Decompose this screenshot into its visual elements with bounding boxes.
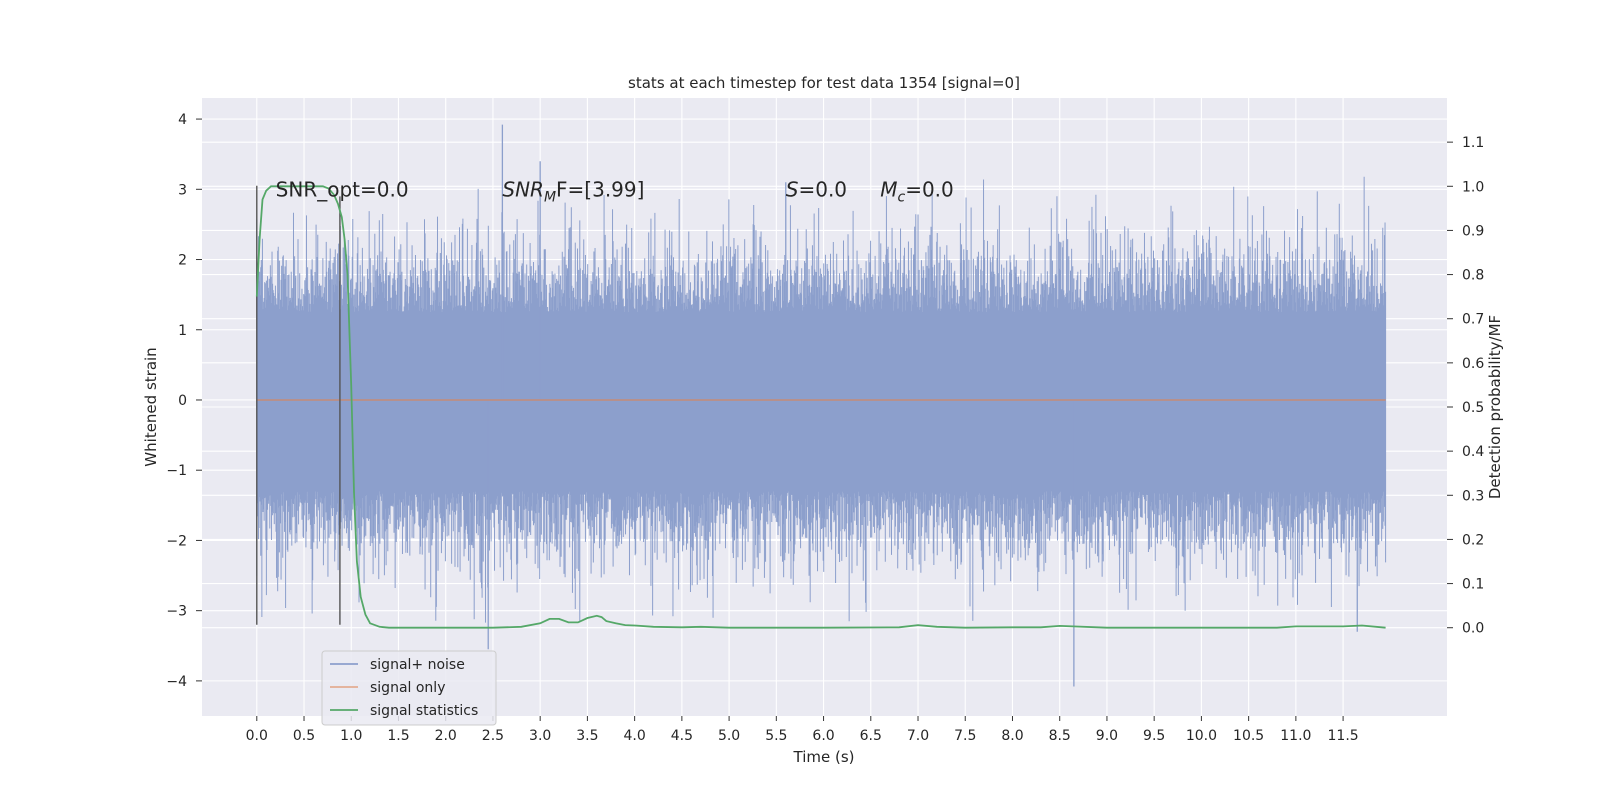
y2-tick-label: 0.4 (1462, 444, 1484, 460)
y2-tick-label: 0.9 (1462, 223, 1484, 239)
x-tick-label: 4.0 (623, 728, 645, 744)
x-tick-label: 10.0 (1186, 728, 1217, 744)
y-tick-label: 1 (178, 323, 187, 339)
x-tick-label: 8.5 (1049, 728, 1071, 744)
y-tick-label: −1 (166, 463, 187, 479)
x-tick-label: 7.0 (907, 728, 929, 744)
x-tick-label: 6.5 (860, 728, 882, 744)
y2-tick-label: 0.8 (1462, 268, 1484, 284)
signal-statistics-line (255, 185, 1386, 629)
x-tick-label: 8.0 (1001, 728, 1023, 744)
annotation-1: SNRMF=[3.99] (502, 177, 644, 205)
y2-tick-label: 0.6 (1462, 356, 1484, 372)
x-tick-label: 5.0 (718, 728, 740, 744)
x-tick-label: 1.0 (340, 728, 362, 744)
legend-label-signal-statistics: signal statistics (370, 703, 478, 719)
legend-label-signal-noise: signal+ noise (370, 657, 465, 673)
legend-box (321, 650, 497, 726)
y-tick-label: 3 (178, 182, 187, 198)
y2-axis-label: Detection probability/MF (1486, 315, 1504, 499)
legend: signal+ noise signal only signal statist… (321, 650, 497, 726)
x-tick-label: 3.5 (576, 728, 598, 744)
y-tick-label: −3 (166, 604, 187, 620)
y2-tick-label: 0.7 (1462, 312, 1484, 328)
x-tick-label: 2.0 (435, 728, 457, 744)
x-tick-label: 0.5 (293, 728, 315, 744)
y2-tick-label: 0.3 (1462, 488, 1484, 504)
x-tick-label: 0.0 (246, 728, 268, 744)
x-tick-label: 11.0 (1280, 728, 1311, 744)
x-tick-label: 9.5 (1143, 728, 1165, 744)
series-signal-noise (256, 124, 1387, 687)
y2-tick-label: 1.0 (1462, 179, 1484, 195)
x-tick-label: 7.5 (954, 728, 976, 744)
y-tick-label: 2 (178, 253, 187, 269)
y2-tick-label: 0.0 (1462, 621, 1484, 637)
x-tick-label: 1.5 (387, 728, 409, 744)
tick-labels: 0.0 0.5 1.0 1.5 2.0 2.5 3.0 3.5 4.0 4.5 5.0 5.5 6.0 6… (166, 112, 1484, 744)
chart-title: stats at each timestep for test data 135… (628, 74, 1020, 92)
x-tick-label: 10.5 (1233, 728, 1264, 744)
x-tick-label: 11.5 (1328, 728, 1359, 744)
x-tick-label: 3.0 (529, 728, 551, 744)
annotation-2: S=0.0 (786, 177, 847, 201)
y-tick-label: −4 (166, 674, 187, 690)
x-tick-label: 4.5 (671, 728, 693, 744)
vertical-markers (256, 185, 341, 625)
x-tick-label: 6.0 (812, 728, 834, 744)
annotation-0: SNR_opt=0.0 (276, 177, 409, 201)
x-tick-label: 5.5 (765, 728, 787, 744)
y2-tick-label: 1.1 (1462, 135, 1484, 151)
y-tick-label: 4 (178, 112, 187, 128)
x-tick-label: 2.5 (482, 728, 504, 744)
y2-tick-label: 0.5 (1462, 400, 1484, 416)
x-axis-label: Time (s) (793, 748, 855, 766)
legend-label-signal-only: signal only (370, 680, 445, 696)
y2-tick-label: 0.2 (1462, 532, 1484, 548)
y-axis-label: Whitened strain (142, 347, 160, 466)
annotations: SNR_opt=0.0 SNRMF=[3.99] S=0.0 Mc=0.0 (276, 177, 954, 205)
series-signal-statistics (255, 185, 1386, 629)
annotation-3: Mc=0.0 (880, 177, 954, 205)
y2-tick-label: 0.1 (1462, 577, 1484, 593)
x-tick-label: 9.0 (1096, 728, 1118, 744)
y-tick-label: −2 (166, 533, 187, 549)
y-tick-label: 0 (178, 393, 187, 409)
